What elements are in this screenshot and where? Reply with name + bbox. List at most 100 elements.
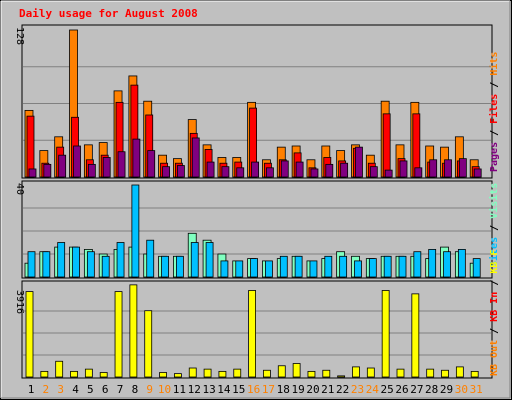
visits-bar (86, 251, 95, 278)
visits-bar (368, 258, 377, 278)
visits-bar (42, 251, 51, 278)
day-label: 27 (410, 383, 423, 396)
y-max-label-top: 128 (14, 27, 25, 45)
visits-bar (339, 255, 348, 278)
x-axis-day-labels: 1 2 3 4 5 6 7 8 9 10 11 12 13 14 15 16 17 18 19 20 21 22 23 24 2… (28, 383, 483, 396)
pages-bar (266, 167, 274, 178)
day-label: 1 (28, 383, 35, 396)
files-bar (26, 115, 35, 178)
kbin-bar (84, 368, 93, 378)
day-label: 28 (425, 383, 438, 396)
chart-bars (23, 29, 491, 378)
legend-sites: Sites (488, 237, 500, 267)
kbin-bar (455, 366, 464, 378)
kbin-bar (188, 367, 197, 378)
pages-bar (236, 167, 245, 178)
pages-bar (369, 166, 378, 178)
kbin-bar (307, 370, 316, 378)
y-max-label-mid: 40 (14, 183, 25, 195)
kb-panel (21, 280, 493, 379)
pages-bar (147, 150, 156, 178)
pages-bar (87, 163, 96, 178)
visits-bar (220, 260, 229, 278)
visits-bar (294, 255, 303, 278)
pages-bar (473, 168, 482, 178)
day-label: 17 (262, 383, 275, 396)
visits-bar (205, 242, 214, 278)
day-label: 5 (87, 383, 94, 396)
legend-files: Files (488, 94, 500, 124)
visits-bar (27, 251, 36, 278)
pages-bar (176, 165, 185, 178)
day-label: 29 (440, 383, 453, 396)
legend-bot: KB Out / KB In / KB F (489, 250, 500, 376)
pages-bar (310, 168, 319, 178)
pages-bar (191, 137, 200, 178)
kbin-bar (55, 360, 64, 378)
legend-kbin: KB In (489, 292, 500, 322)
svg-text:Sites / Visits: Sites / Visits (488, 183, 500, 267)
day-label: 10 (158, 383, 171, 396)
day-label: 2 (43, 383, 50, 396)
visits-bar (457, 248, 466, 278)
visits-bar (175, 255, 184, 278)
day-label: 20 (306, 383, 319, 396)
pages-bar (280, 160, 289, 178)
pages-bar (295, 161, 304, 178)
pages-bar (458, 158, 467, 178)
day-label: 19 (291, 383, 304, 396)
pages-bar (162, 166, 170, 178)
day-label: 11 (173, 383, 186, 396)
pages-bar (399, 160, 408, 178)
visits-bar (101, 255, 110, 278)
day-label: 9 (146, 383, 153, 396)
day-label: 23 (351, 383, 364, 396)
pages-bar (43, 163, 52, 178)
visits-bar (250, 258, 259, 278)
day-label: 3 (57, 383, 64, 396)
day-label: 6 (102, 383, 109, 396)
legend-pages: Pages (489, 142, 500, 172)
pages-bar (384, 169, 393, 178)
kbin-bar (40, 370, 49, 378)
legend-kbout: KB Out (489, 340, 500, 376)
kbin-bar (248, 290, 257, 378)
pages-bar (325, 163, 334, 178)
day-label: 8 (132, 383, 139, 396)
visits-bar (131, 184, 140, 278)
kbin-bar (25, 291, 34, 378)
pages-bar (73, 145, 81, 178)
day-label: 22 (336, 383, 349, 396)
visits-bar (279, 255, 288, 278)
visits-bar (146, 239, 155, 278)
day-label: 31 (470, 383, 483, 396)
kbin-bar (114, 291, 123, 378)
visits-bar (383, 255, 392, 278)
visits-bar (443, 251, 451, 278)
kbin-bar (263, 369, 271, 378)
visits-bar (354, 260, 362, 278)
visits-bar (265, 260, 273, 278)
kbin-bar (99, 372, 108, 378)
kbin-bar (366, 367, 375, 378)
visits-bar (413, 251, 422, 278)
legend-mid: Sites / Visits (488, 183, 500, 267)
visits-bar (309, 260, 318, 278)
day-label: 21 (321, 383, 334, 396)
pages-bar (414, 167, 423, 178)
kbin-bar (70, 370, 78, 378)
kbin-bar (441, 369, 449, 378)
legend-kbf: KB F (489, 250, 500, 274)
visits-bar (190, 242, 199, 278)
svg-text:KB Out / KB In / KB F: KB Out / KB In / KB F (489, 250, 500, 376)
chart-title: Daily usage for August 2008 (19, 7, 198, 20)
svg-text:Pages / Files / Hits: Pages / Files / Hits (488, 52, 500, 172)
visits-bar (235, 260, 244, 278)
day-label: 12 (188, 383, 201, 396)
day-label: 16 (247, 383, 260, 396)
day-label: 13 (202, 383, 215, 396)
pages-bar (429, 159, 438, 178)
legend-hits: Hits (488, 52, 500, 76)
day-label: 26 (395, 383, 408, 396)
